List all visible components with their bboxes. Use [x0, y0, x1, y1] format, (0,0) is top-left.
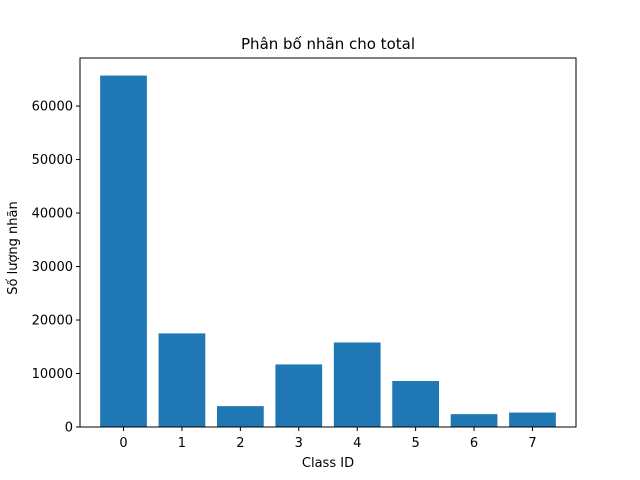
- y-tick-label: 50000: [32, 153, 73, 168]
- bars-group: [100, 75, 556, 428]
- y-tick-label: 40000: [32, 207, 73, 222]
- plot-frame: [79, 57, 577, 428]
- bar-0: [100, 75, 147, 428]
- y-axis-label: Số lượng nhãn: [6, 201, 21, 294]
- y-axis-ticks: 0 10000 20000 30000 40000 50000 60000: [32, 100, 80, 436]
- y-tick-label: 30000: [32, 260, 73, 275]
- x-tick-label: 6: [470, 436, 478, 451]
- bar-3: [275, 364, 323, 427]
- x-axis-ticks: 0 1 2 3 4 5 6 7: [119, 427, 537, 451]
- bar-5: [392, 380, 440, 427]
- y-tick-label: 10000: [32, 367, 73, 382]
- y-tick-label: 20000: [32, 314, 73, 329]
- x-tick-label: 4: [353, 436, 361, 451]
- x-tick-label: 3: [295, 436, 303, 451]
- bar-4: [333, 342, 381, 427]
- chart-title: Phân bố nhãn cho total: [241, 35, 415, 53]
- y-tick-label: 0: [65, 421, 73, 436]
- bar-2: [216, 406, 264, 427]
- x-tick-label: 2: [236, 436, 244, 451]
- x-tick-label: 7: [528, 436, 536, 451]
- bar-1: [158, 333, 206, 427]
- x-tick-label: 5: [411, 436, 419, 451]
- bar-6: [450, 414, 498, 427]
- x-tick-label: 0: [119, 436, 127, 451]
- bar-7: [509, 412, 556, 427]
- y-tick-label: 60000: [32, 100, 73, 115]
- x-axis-label: Class ID: [302, 456, 354, 471]
- x-tick-label: 1: [178, 436, 186, 451]
